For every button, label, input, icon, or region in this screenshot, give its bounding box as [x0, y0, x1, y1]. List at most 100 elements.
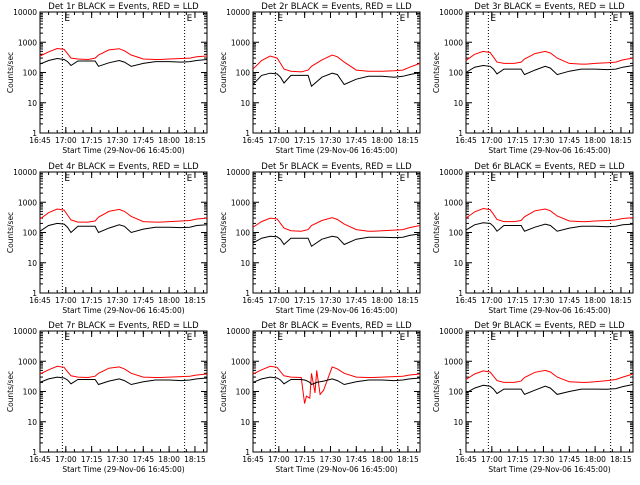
y-tick-label: 1000: [231, 38, 250, 47]
y-tick-label: 10: [27, 418, 37, 427]
x-tick-label: 17:00: [55, 296, 77, 305]
x-tick-label: 16:45: [29, 455, 51, 464]
x-tick-label: 17:15: [294, 136, 316, 145]
x-tick-label: 16:45: [242, 136, 264, 145]
y-tick-label: 10: [27, 259, 37, 268]
x-tick-label: 16:45: [242, 296, 264, 305]
series-line-events: [252, 376, 421, 386]
y-tick-label: 1: [245, 448, 250, 457]
panel-title: Det 7r BLACK = Events, RED = LLD: [48, 321, 199, 331]
y-tick-label: 10000: [439, 168, 463, 177]
x-tick-label: 18:00: [158, 455, 180, 464]
y-tick-label: 1: [458, 448, 463, 457]
x-tick-label: 17:45: [345, 455, 367, 464]
panel-title: Det 8r BLACK = Events, RED = LLD: [261, 321, 412, 331]
x-tick-label: 18:00: [371, 455, 393, 464]
x-tick-label: 17:00: [55, 136, 77, 145]
panel-title: Det 4r BLACK = Events, RED = LLD: [48, 162, 199, 172]
plot-frame: [465, 171, 634, 294]
y-tick-label: 100: [449, 229, 464, 238]
x-axis-label: Start Time (29-Nov-06 16:45:00): [275, 465, 397, 474]
y-tick-label: 1: [458, 289, 463, 298]
time-marker-label: E: [64, 174, 70, 184]
x-tick-label: 17:30: [107, 296, 129, 305]
time-marker-label: E: [64, 333, 70, 343]
series-line-lld: [39, 365, 208, 379]
x-tick-label: 18:00: [584, 136, 606, 145]
x-tick-label: 18:15: [610, 296, 632, 305]
x-tick-label: 16:45: [455, 455, 477, 464]
x-tick-label: 17:15: [294, 296, 316, 305]
time-marker-label: E: [400, 174, 406, 184]
x-tick-label: 17:30: [533, 296, 555, 305]
y-axis-label: Counts/sec: [6, 212, 15, 253]
x-tick-label: 18:00: [371, 136, 393, 145]
y-axis-label: Counts/sec: [432, 52, 441, 93]
panel-title: Det 5r BLACK = Events, RED = LLD: [261, 162, 412, 172]
y-tick-label: 100: [23, 388, 38, 397]
y-tick-label: 1000: [18, 38, 37, 47]
x-axis-label: Start Time (29-Nov-06 16:45:00): [62, 146, 184, 155]
time-marker-label: E: [187, 14, 193, 24]
plot-frame: [252, 11, 421, 134]
y-tick-label: 10: [453, 99, 463, 108]
y-tick-label: 1: [458, 129, 463, 138]
panel-det-3: Det 3r BLACK = Events, RED = LLD 1 10 100 10…: [432, 2, 634, 155]
series-line-events: [39, 57, 208, 67]
y-tick-label: 100: [236, 388, 251, 397]
series-line-events: [252, 233, 421, 248]
y-tick-label: 10000: [13, 8, 37, 17]
panel-title: Det 2r BLACK = Events, RED = LLD: [261, 2, 412, 12]
x-tick-label: 18:15: [610, 455, 632, 464]
y-axis-label: Counts/sec: [6, 52, 15, 93]
series-line-lld: [465, 369, 634, 383]
time-marker-label: E: [187, 333, 193, 343]
x-tick-label: 17:30: [107, 455, 129, 464]
y-tick-label: 1000: [18, 198, 37, 207]
time-marker-label: E: [490, 333, 496, 343]
x-tick-label: 17:30: [533, 136, 555, 145]
y-axis-label: Counts/sec: [432, 212, 441, 253]
y-tick-label: 100: [23, 69, 38, 78]
y-tick-label: 10: [27, 99, 37, 108]
series-line-events: [252, 72, 421, 88]
x-tick-label: 18:15: [397, 136, 419, 145]
y-tick-label: 10: [453, 259, 463, 268]
y-tick-label: 1000: [444, 357, 463, 366]
time-marker-label: E: [64, 14, 70, 24]
y-tick-label: 1000: [444, 38, 463, 47]
x-tick-label: 18:15: [184, 455, 206, 464]
x-axis-label: Start Time (29-Nov-06 16:45:00): [275, 306, 397, 315]
x-tick-label: 17:15: [81, 296, 103, 305]
time-marker-label: E: [490, 174, 496, 184]
x-tick-label: 17:45: [132, 136, 154, 145]
x-tick-label: 17:30: [533, 455, 555, 464]
series-line-lld: [39, 208, 208, 223]
x-tick-label: 16:45: [455, 136, 477, 145]
x-tick-label: 17:45: [345, 136, 367, 145]
y-axis-label: Counts/sec: [432, 371, 441, 412]
y-tick-label: 100: [449, 388, 464, 397]
y-tick-label: 100: [236, 229, 251, 238]
x-tick-label: 17:45: [558, 296, 580, 305]
series-line-lld: [39, 47, 208, 61]
time-marker-label: E: [277, 174, 283, 184]
panel-det-2: Det 2r BLACK = Events, RED = LLD 1 10 100 10…: [219, 2, 421, 155]
panel-title: Det 1r BLACK = Events, RED = LLD: [48, 2, 199, 12]
y-tick-label: 10000: [226, 327, 250, 336]
x-axis-label: Start Time (29-Nov-06 16:45:00): [488, 146, 610, 155]
x-tick-label: 16:45: [29, 296, 51, 305]
y-tick-label: 10: [240, 99, 250, 108]
y-tick-label: 100: [236, 69, 251, 78]
x-tick-label: 17:15: [81, 455, 103, 464]
x-tick-label: 17:45: [345, 296, 367, 305]
y-tick-label: 1: [245, 129, 250, 138]
panel-det-9: Det 9r BLACK = Events, RED = LLD 1 10 100 10…: [432, 321, 634, 474]
series-line-events: [465, 64, 634, 76]
x-tick-label: 17:00: [268, 296, 290, 305]
y-tick-label: 100: [23, 229, 38, 238]
x-tick-label: 17:15: [507, 296, 529, 305]
series-line-events: [39, 222, 208, 234]
plot-frame: [252, 171, 421, 294]
